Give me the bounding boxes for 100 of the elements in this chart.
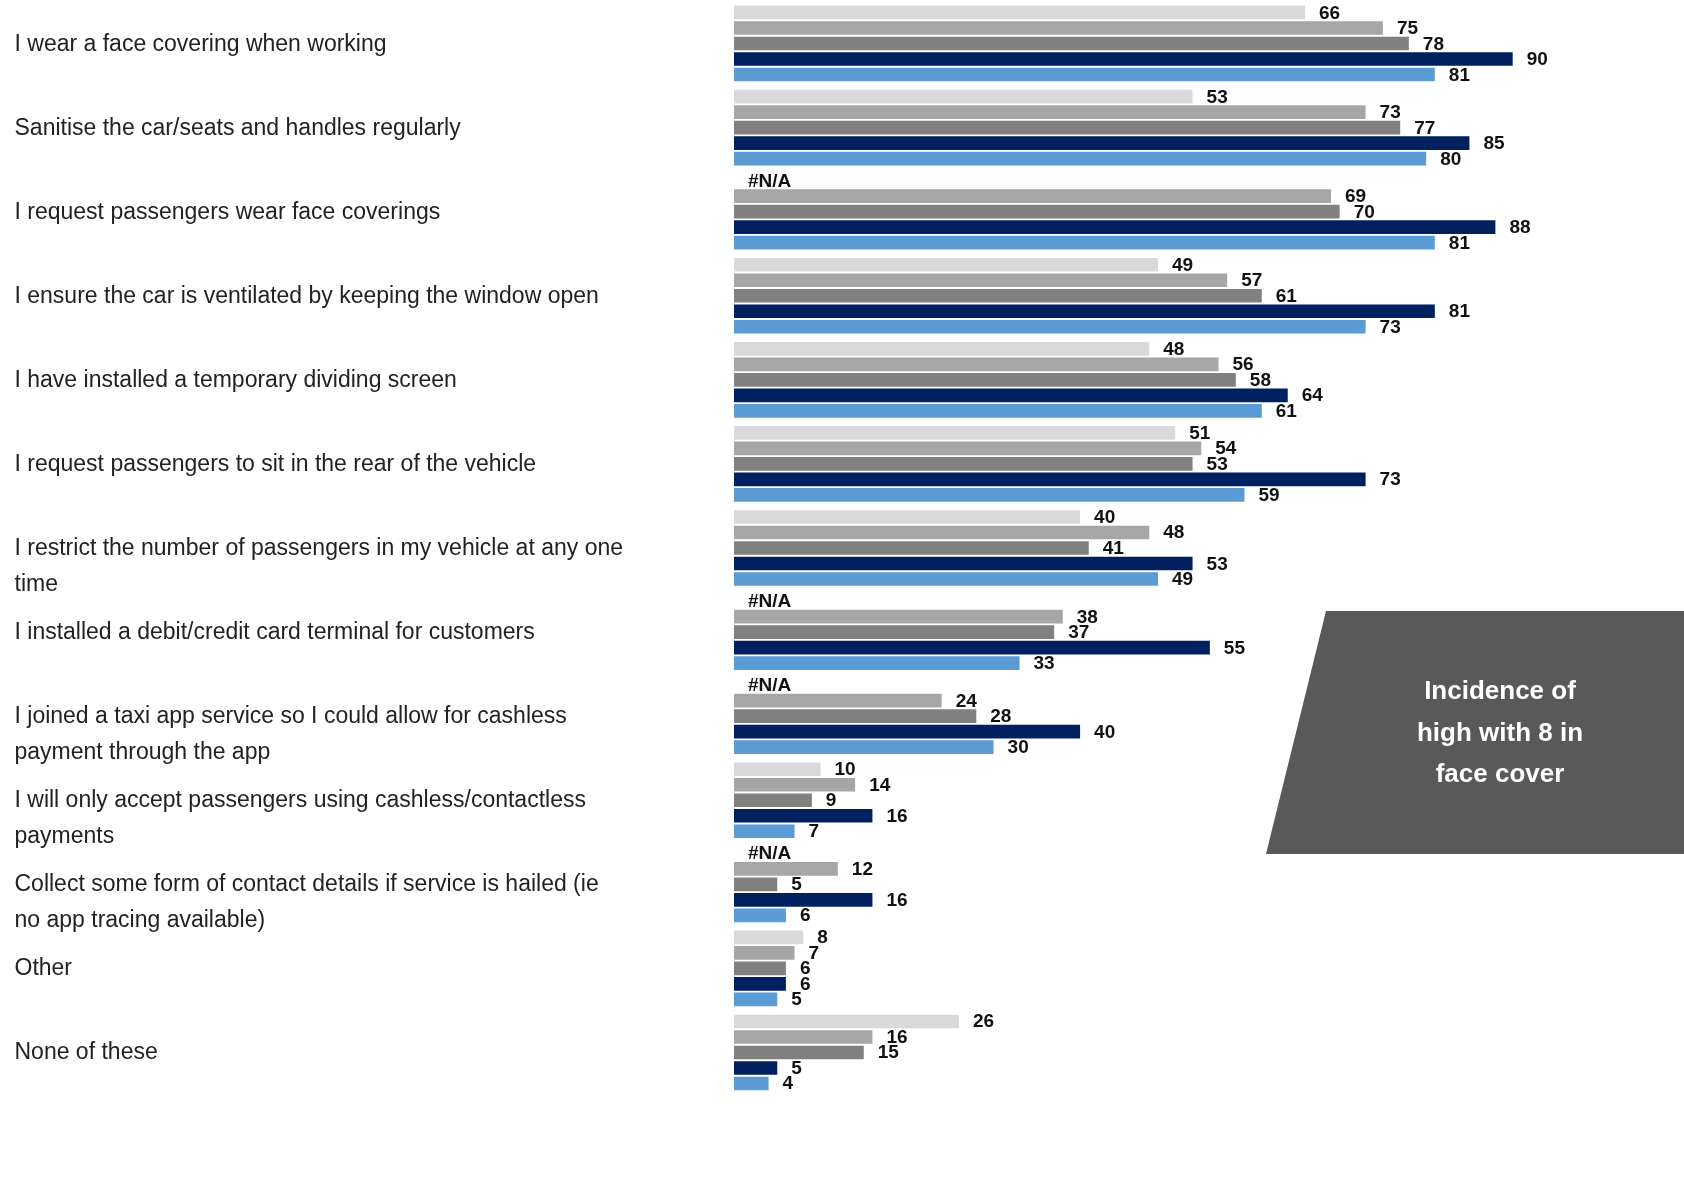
y-tick-label: I have installed a temporary dividing screen xyxy=(14,365,457,392)
bar xyxy=(734,357,1219,372)
data-label: 81 xyxy=(1448,231,1471,253)
bar xyxy=(734,257,1158,272)
data-label: 88 xyxy=(1509,216,1531,238)
bar xyxy=(734,404,1262,418)
data-label: 5 xyxy=(791,873,803,895)
bar xyxy=(734,67,1435,82)
data-label: 53 xyxy=(1206,85,1228,107)
y-tick-label: Collect some form of contact details if service is hailed (ie no app tracing available) xyxy=(14,870,599,933)
data-label: 7 xyxy=(808,820,820,842)
bar xyxy=(734,808,873,823)
data-label: 61 xyxy=(1275,284,1298,306)
bar xyxy=(734,457,1193,471)
bar xyxy=(734,1045,864,1060)
bar xyxy=(734,441,1202,456)
y-tick-label: I will only accept passengers using cashless/contactless payments xyxy=(14,786,586,849)
data-label: 48 xyxy=(1163,521,1185,543)
bar xyxy=(734,235,1435,250)
data-label: 12 xyxy=(851,857,873,879)
bar xyxy=(734,1014,959,1029)
bar xyxy=(734,388,1288,403)
data-label: 5 xyxy=(791,988,803,1010)
data-label: 28 xyxy=(990,705,1012,727)
data-label: 14 xyxy=(869,773,891,795)
bar xyxy=(734,656,1020,670)
bar xyxy=(734,930,804,945)
data-label: 81 xyxy=(1448,63,1471,85)
y-tick-label: I request passengers wear face coverings xyxy=(14,197,441,224)
data-label: 24 xyxy=(955,689,978,711)
data-label: 85 xyxy=(1483,132,1505,154)
bar xyxy=(734,609,1063,624)
text: #N/A xyxy=(748,169,792,191)
data-label: 9 xyxy=(825,789,837,811)
bar xyxy=(734,541,1089,555)
y-tick-label: None of these xyxy=(14,1038,158,1065)
y-tick-label: I request passengers to sit in the rear of the vehicle xyxy=(14,449,537,476)
bar xyxy=(734,908,786,923)
data-label: 16 xyxy=(886,888,908,910)
y-tick-label: I installed a debit/credit card terminal for customers xyxy=(14,618,535,645)
bar xyxy=(734,319,1366,334)
data-label: 57 xyxy=(1241,269,1263,291)
y-tick-label: Sanitise the car/seats and handles regularly xyxy=(14,113,462,140)
bar xyxy=(734,946,795,960)
data-label: 81 xyxy=(1448,300,1471,322)
data-label: 90 xyxy=(1526,48,1548,70)
bar xyxy=(734,52,1513,66)
data-label: 53 xyxy=(1206,552,1228,574)
data-label: 77 xyxy=(1414,116,1436,138)
bar xyxy=(734,861,838,876)
bar xyxy=(734,120,1401,135)
bar xyxy=(734,693,942,708)
bar xyxy=(734,777,856,792)
data-label: 55 xyxy=(1223,636,1246,658)
text: #N/A xyxy=(748,590,792,612)
bar xyxy=(734,89,1193,104)
data-label: 4 xyxy=(782,1072,794,1094)
y-tick-label: I restrict the number of passengers in my vehicle at any one time xyxy=(14,534,624,596)
bar xyxy=(734,151,1427,166)
data-label: 48 xyxy=(1163,337,1185,359)
data-label: 49 xyxy=(1171,253,1194,275)
y-tick-label: Other xyxy=(14,954,73,981)
bar xyxy=(734,36,1409,51)
data-label: 30 xyxy=(1007,736,1029,758)
bar xyxy=(734,793,812,808)
y-tick-label: I wear a face covering when working xyxy=(14,29,387,56)
data-label: 73 xyxy=(1379,468,1401,490)
bar xyxy=(734,373,1236,387)
bar xyxy=(734,762,821,777)
bar xyxy=(734,288,1262,303)
data-label: 26 xyxy=(972,1010,995,1032)
data-label: 64 xyxy=(1301,384,1324,406)
text: #N/A xyxy=(748,842,792,864)
bar xyxy=(734,556,1193,571)
bar xyxy=(734,1061,778,1075)
data-label: 40 xyxy=(1094,720,1116,742)
data-label: 49 xyxy=(1171,568,1194,590)
y-tick-label: I ensure the car is ventilated by keeping the window open xyxy=(14,281,599,308)
bar xyxy=(734,724,1081,739)
bar xyxy=(734,625,1055,639)
bar xyxy=(734,992,778,1007)
data-label: 41 xyxy=(1102,537,1125,558)
bar xyxy=(734,977,786,991)
callout-box: Incidence of high with 8 in face cover xyxy=(1266,611,1684,854)
text: #N/A xyxy=(748,674,792,696)
bar xyxy=(734,472,1366,487)
bar xyxy=(734,5,1306,20)
data-label: 78 xyxy=(1422,32,1444,54)
data-label: 75 xyxy=(1396,17,1419,39)
data-label: 51 xyxy=(1189,421,1211,443)
data-label: 59 xyxy=(1258,483,1280,505)
bar xyxy=(734,640,1210,655)
data-label: 80 xyxy=(1440,147,1462,169)
bar xyxy=(734,21,1383,35)
bar xyxy=(734,304,1435,319)
data-label: 33 xyxy=(1033,652,1055,674)
bar xyxy=(734,824,795,839)
bar xyxy=(734,136,1470,150)
bar xyxy=(734,1030,873,1044)
data-label: 6 xyxy=(799,904,811,926)
